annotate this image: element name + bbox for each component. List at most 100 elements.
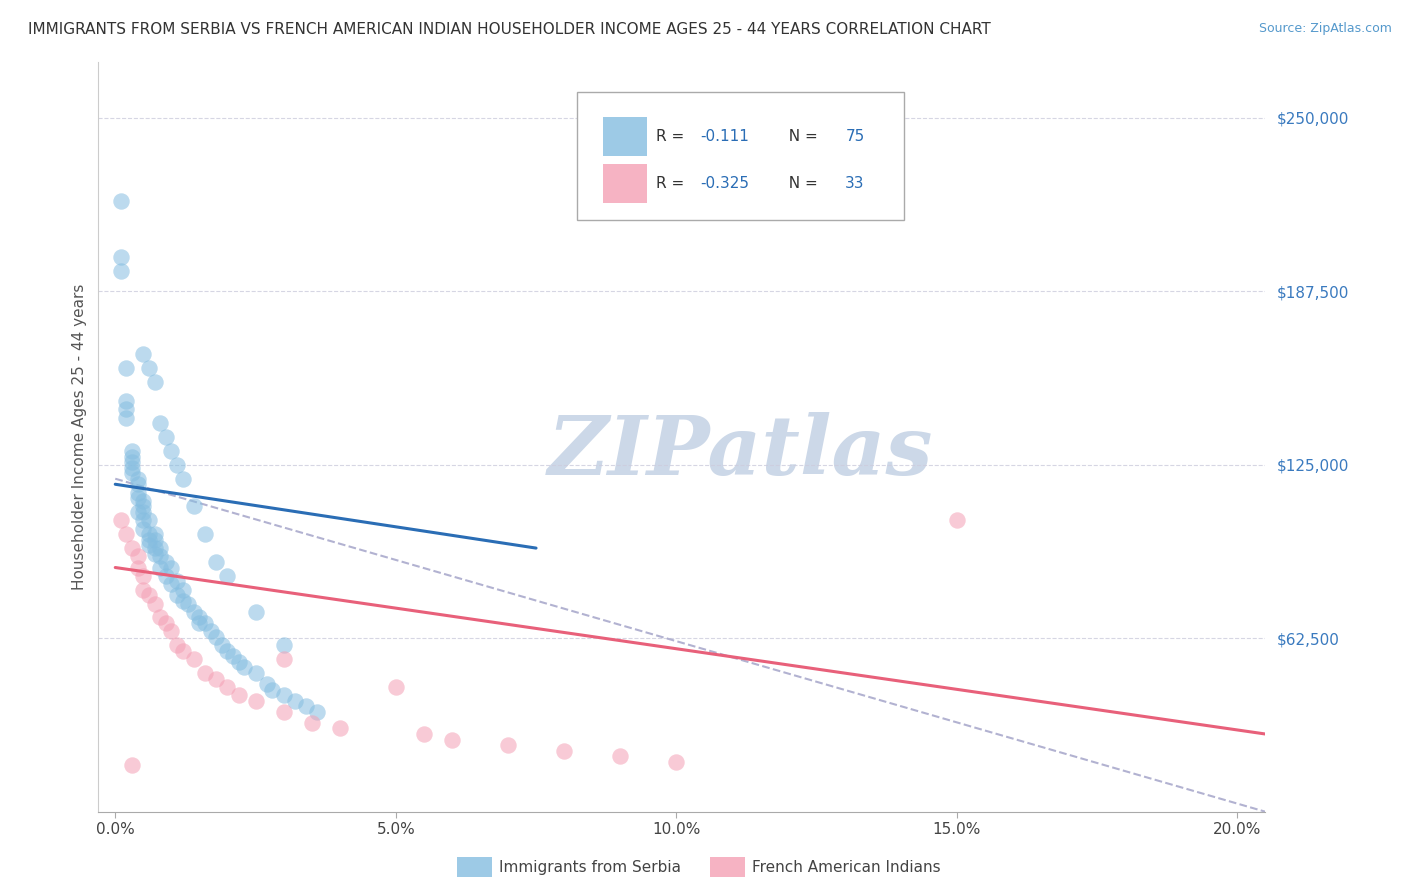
Point xyxy=(155,430,177,444)
Point xyxy=(172,582,194,597)
Bar xyxy=(603,117,647,156)
Point xyxy=(143,597,166,611)
Point xyxy=(143,541,166,555)
Point xyxy=(160,560,183,574)
Point xyxy=(127,505,149,519)
Point xyxy=(121,444,143,458)
Point xyxy=(307,705,329,719)
Point xyxy=(273,652,295,666)
Point xyxy=(138,538,160,552)
Point xyxy=(665,755,688,769)
Point xyxy=(205,630,228,644)
Point xyxy=(149,416,172,430)
Point xyxy=(143,533,166,547)
Point xyxy=(440,732,463,747)
Point xyxy=(138,527,160,541)
Point xyxy=(256,677,278,691)
Point xyxy=(194,615,217,630)
Text: IMMIGRANTS FROM SERBIA VS FRENCH AMERICAN INDIAN HOUSEHOLDER INCOME AGES 25 - 44: IMMIGRANTS FROM SERBIA VS FRENCH AMERICA… xyxy=(28,22,991,37)
Point xyxy=(121,466,143,480)
Text: Immigrants from Serbia: Immigrants from Serbia xyxy=(499,860,681,874)
Point xyxy=(127,549,149,564)
Point xyxy=(110,250,132,264)
Point xyxy=(132,582,155,597)
Point xyxy=(138,533,160,547)
Point xyxy=(194,665,217,680)
Point xyxy=(155,555,177,569)
Point xyxy=(149,610,172,624)
Text: R =: R = xyxy=(657,177,689,191)
Point xyxy=(160,577,183,591)
Point xyxy=(172,644,194,658)
Text: -0.111: -0.111 xyxy=(700,129,749,145)
Point xyxy=(301,715,323,730)
Point xyxy=(160,624,183,639)
Point xyxy=(127,472,149,486)
Text: N =: N = xyxy=(779,129,823,145)
Point xyxy=(273,688,295,702)
Point xyxy=(946,513,969,527)
Point xyxy=(177,597,200,611)
Point xyxy=(245,694,267,708)
Point xyxy=(295,699,318,714)
Point xyxy=(200,624,222,639)
Point xyxy=(121,460,143,475)
Point xyxy=(143,375,166,389)
Text: R =: R = xyxy=(657,129,689,145)
Point xyxy=(384,680,406,694)
Point xyxy=(155,569,177,583)
Point xyxy=(115,410,138,425)
Text: 33: 33 xyxy=(845,177,865,191)
Point xyxy=(245,665,267,680)
Point xyxy=(132,505,155,519)
Point xyxy=(121,450,143,464)
Point xyxy=(110,513,132,527)
Point xyxy=(284,694,307,708)
Point xyxy=(217,569,239,583)
Point xyxy=(222,649,245,664)
Point xyxy=(496,738,519,752)
Point xyxy=(127,560,149,574)
Point xyxy=(228,688,250,702)
FancyBboxPatch shape xyxy=(576,93,904,219)
Point xyxy=(205,672,228,686)
Point xyxy=(149,549,172,564)
Point xyxy=(132,569,155,583)
Point xyxy=(149,560,172,574)
Point xyxy=(115,402,138,417)
Point xyxy=(160,444,183,458)
Point xyxy=(138,588,160,602)
Text: French American Indians: French American Indians xyxy=(752,860,941,874)
Bar xyxy=(603,164,647,203)
Text: -0.325: -0.325 xyxy=(700,177,749,191)
Point xyxy=(132,513,155,527)
Point xyxy=(110,194,132,209)
Point xyxy=(132,347,155,361)
Point xyxy=(205,555,228,569)
Point xyxy=(115,360,138,375)
Point xyxy=(172,594,194,608)
Text: Source: ZipAtlas.com: Source: ZipAtlas.com xyxy=(1258,22,1392,36)
Point xyxy=(217,644,239,658)
Point xyxy=(143,547,166,561)
Point xyxy=(127,477,149,491)
Point xyxy=(132,494,155,508)
Point xyxy=(183,652,205,666)
Point xyxy=(273,705,295,719)
Point xyxy=(183,500,205,514)
Point xyxy=(183,605,205,619)
Point xyxy=(166,638,188,652)
Point xyxy=(115,394,138,409)
Point xyxy=(412,727,434,741)
Point xyxy=(155,615,177,630)
Point xyxy=(228,655,250,669)
Point xyxy=(233,660,256,674)
Point xyxy=(166,458,188,472)
Point xyxy=(127,485,149,500)
Point xyxy=(166,588,188,602)
Point xyxy=(149,541,172,555)
Point xyxy=(262,682,284,697)
Point xyxy=(138,513,160,527)
Point xyxy=(121,757,143,772)
Point xyxy=(188,610,211,624)
